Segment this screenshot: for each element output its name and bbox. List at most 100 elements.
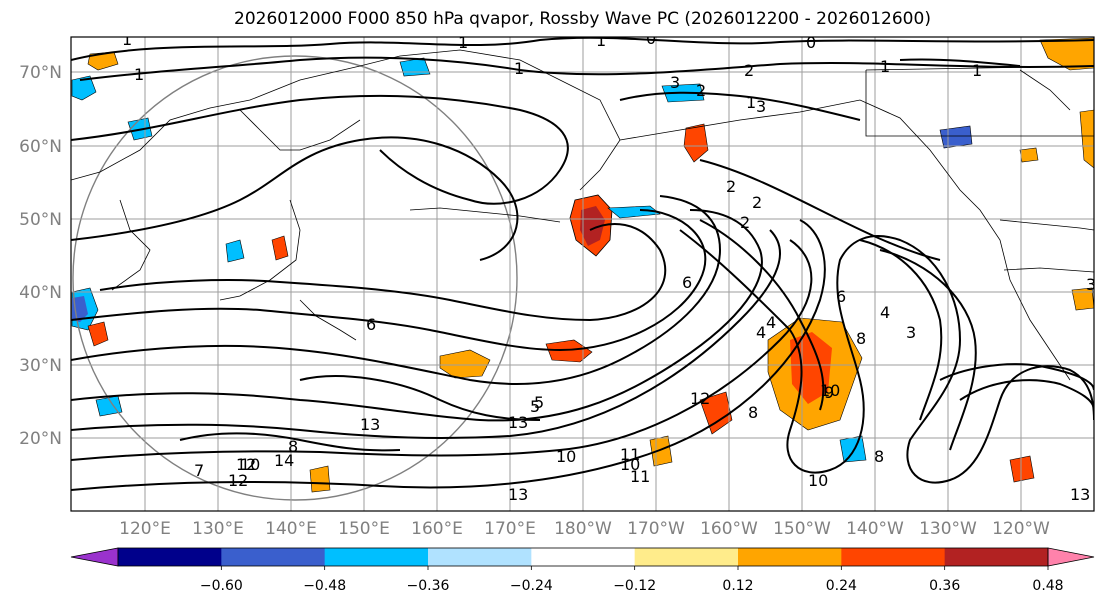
- contour-lines: [71, 37, 1094, 491]
- colorbar-tick-label: 0.36: [929, 578, 960, 594]
- contour-label: 4: [880, 303, 890, 322]
- colorbar-segment: [428, 548, 532, 566]
- colorbar-tick-label: −0.60: [200, 578, 243, 594]
- lon-tick-label: 170°E: [484, 519, 536, 539]
- colorbar-segment: [324, 548, 429, 566]
- contour-label: 2: [744, 61, 754, 80]
- contour-label: 1: [972, 61, 982, 80]
- contour-label: 10: [556, 447, 576, 466]
- colorbar-tick-label: 0.12: [722, 578, 753, 594]
- contour-label: 3: [1086, 275, 1096, 294]
- contour-label: 10: [820, 381, 840, 400]
- lat-tick-label: 50°N: [19, 210, 62, 230]
- contour-label: 13: [508, 413, 528, 432]
- latitude-axis: 70°N 60°N 50°N 40°N 30°N 20°N: [19, 63, 62, 449]
- lat-tick-label: 70°N: [19, 63, 62, 83]
- contour-label: 8: [288, 437, 298, 456]
- coastlines: [71, 49, 1094, 381]
- contour-label: 9: [824, 383, 834, 402]
- lon-tick-label: 130°E: [192, 519, 244, 539]
- contour-label: 13: [1070, 485, 1090, 504]
- contour-label: 11: [620, 445, 640, 464]
- colorbar-tick-label: −0.24: [510, 578, 553, 594]
- colorbar-segment: [738, 548, 842, 566]
- contour-label: 0: [806, 33, 816, 52]
- contour-label: 1: [514, 59, 524, 78]
- contour-label: 7: [194, 461, 204, 480]
- contour-label: 1: [880, 57, 890, 76]
- contour-label: 2: [696, 81, 706, 100]
- contour-label: 1: [596, 31, 606, 50]
- map-title: 2026012000 F000 850 hPa qvapor, Rossby W…: [234, 9, 931, 29]
- anomaly-shading: [71, 37, 1094, 493]
- colorbar-segment: [118, 548, 222, 566]
- lon-tick-label: 120°E: [119, 519, 171, 539]
- lat-tick-label: 30°N: [19, 356, 62, 376]
- contour-label: 8: [874, 447, 884, 466]
- colorbar-segment: [634, 548, 739, 566]
- colorbar: −0.60 −0.48 −0.36 −0.24 −0.12 0.12 0.24 0.36 0.4…: [70, 547, 1095, 594]
- colorbar-frame: [117, 547, 1049, 567]
- contour-label: 5: [534, 393, 544, 412]
- lon-tick-label: 160°W: [700, 519, 758, 539]
- contour-label: 2: [726, 177, 736, 196]
- contour-label: 11: [630, 467, 650, 486]
- contour-label: 5: [530, 397, 540, 416]
- lat-lon-grid: [71, 37, 1094, 511]
- contour-label: 8: [748, 403, 758, 422]
- lon-tick-label: 150°E: [338, 519, 390, 539]
- colorbar-tick-label: −0.12: [613, 578, 656, 594]
- contour-label: 10: [808, 471, 828, 490]
- contour-label: 1: [134, 65, 144, 84]
- lon-tick-label: 120°W: [992, 519, 1050, 539]
- colorbar-segment: [841, 548, 946, 566]
- colorbar-tick-label: −0.36: [407, 578, 450, 594]
- lon-tick-label: 160°E: [411, 519, 463, 539]
- contour-label: 2: [740, 213, 750, 232]
- contour-label: 10: [620, 455, 640, 474]
- contour-label: 6: [682, 273, 692, 292]
- lon-tick-label: 130°W: [919, 519, 977, 539]
- contour-label: 4: [756, 323, 766, 342]
- map-frame: [70, 36, 1095, 512]
- contour-label: 13: [360, 415, 380, 434]
- contour-label: 1: [458, 33, 468, 52]
- contour-label: 2: [752, 193, 762, 212]
- colorbar-extend-max: [1047, 547, 1095, 567]
- pc-circle: [72, 55, 518, 501]
- lon-tick-label: 170°W: [627, 519, 685, 539]
- contour-label: 4: [766, 313, 776, 332]
- contour-label: 6: [366, 315, 376, 334]
- colorbar-segment: [531, 548, 636, 566]
- colorbar-extend-min: [70, 547, 119, 567]
- contour-label: 1: [746, 93, 756, 112]
- contour-label: 12: [228, 471, 248, 490]
- colorbar-tick-label: 0.24: [826, 578, 857, 594]
- contour-label: 8: [856, 329, 866, 348]
- contour-label: 0: [646, 29, 656, 48]
- contour-label: 13: [508, 485, 528, 504]
- contour-label: 12: [690, 389, 710, 408]
- colorbar-tick-label: −0.48: [303, 578, 346, 594]
- lat-tick-label: 40°N: [19, 283, 62, 303]
- contour-label: 10: [240, 455, 260, 474]
- contour-label: 14: [274, 451, 294, 470]
- lon-tick-label: 140°E: [265, 519, 317, 539]
- lon-tick-label: 150°W: [773, 519, 831, 539]
- lon-tick-label: 180°W: [554, 519, 612, 539]
- contour-label: 1: [122, 30, 132, 49]
- lat-tick-label: 20°N: [19, 429, 62, 449]
- colorbar-segment: [221, 548, 326, 566]
- colorbar-tick-label: 0.48: [1032, 578, 1063, 594]
- lat-tick-label: 60°N: [19, 137, 62, 157]
- contour-label: 3: [756, 97, 766, 116]
- contour-label: 3: [670, 73, 680, 92]
- longitude-axis: 120°E 130°E 140°E 150°E 160°E 170°E 180°W 170°W…: [119, 519, 1050, 539]
- contour-label: 12: [236, 455, 256, 474]
- colorbar-segment: [944, 548, 1049, 566]
- lon-tick-label: 140°W: [846, 519, 904, 539]
- contour-label: 3: [906, 323, 916, 342]
